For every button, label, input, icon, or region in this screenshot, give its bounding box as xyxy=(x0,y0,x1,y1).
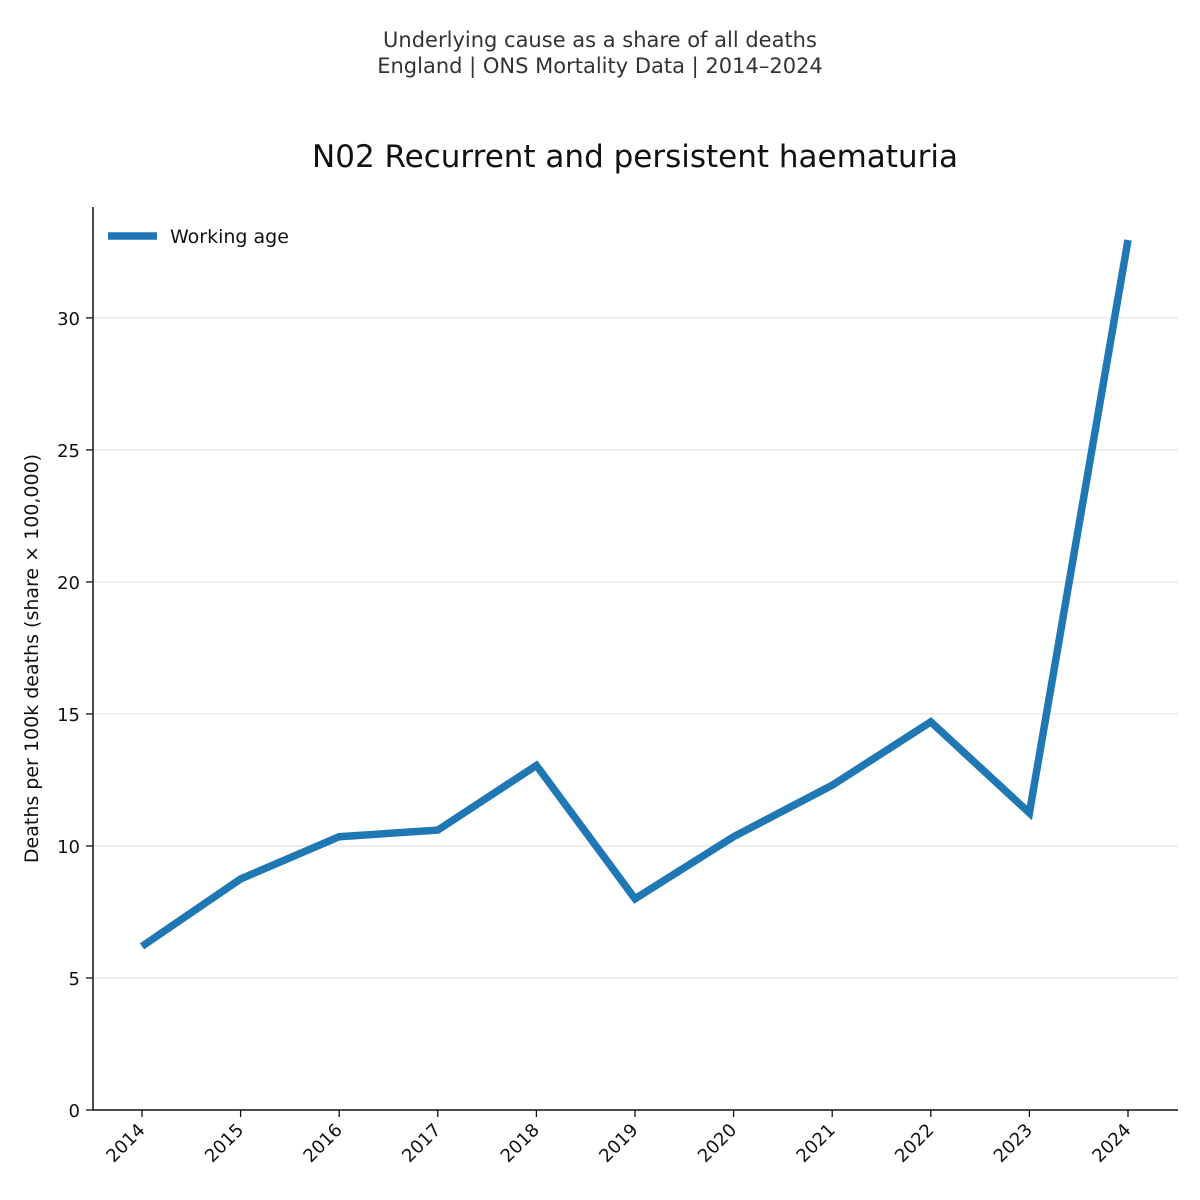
y-tick-label-20: 20 xyxy=(57,573,80,594)
chart-subtitle-line-1: Underlying cause as a share of all death… xyxy=(383,28,817,52)
y-axis-label: Deaths per 100k deaths (share × 100,000) xyxy=(21,454,43,863)
y-tick-label-25: 25 xyxy=(57,441,80,462)
x-tick-label-2014: 2014 xyxy=(102,1120,149,1167)
x-tick-label-2016: 2016 xyxy=(299,1120,346,1167)
x-axis-ticks: 2014 2015 2016 2017 2018 2019 2020 2021 2022 2023… xyxy=(102,1110,1136,1167)
y-tick-label-5: 5 xyxy=(69,969,80,990)
gridlines xyxy=(93,317,1178,979)
y-tick-label-10: 10 xyxy=(57,837,80,858)
x-tick-label-2023: 2023 xyxy=(990,1120,1037,1167)
x-tick-label-2018: 2018 xyxy=(497,1120,544,1167)
x-tick-label-2020: 2020 xyxy=(694,1120,741,1167)
x-tick-label-2022: 2022 xyxy=(891,1120,938,1167)
axes xyxy=(92,207,1178,1111)
y-axis-ticks: 0 5 10 15 20 25 30 xyxy=(57,309,93,1122)
legend: Working age xyxy=(108,226,289,248)
chart-subtitle-line-2: England | ONS Mortality Data | 2014–2024 xyxy=(377,54,823,79)
x-tick-label-2021: 2021 xyxy=(792,1120,839,1167)
chart-title: N02 Recurrent and persistent haematuria xyxy=(312,139,958,175)
x-tick-label-2017: 2017 xyxy=(398,1120,445,1167)
x-tick-label-2024: 2024 xyxy=(1088,1120,1135,1167)
legend-label-working-age: Working age xyxy=(170,226,289,248)
series-layer xyxy=(139,239,1132,950)
x-tick-label-2015: 2015 xyxy=(201,1120,248,1167)
y-tick-label-15: 15 xyxy=(57,705,80,726)
y-tick-label-0: 0 xyxy=(69,1101,80,1122)
x-tick-label-2019: 2019 xyxy=(595,1120,642,1167)
y-tick-label-30: 30 xyxy=(57,309,80,330)
series-line-0 xyxy=(139,239,1132,950)
